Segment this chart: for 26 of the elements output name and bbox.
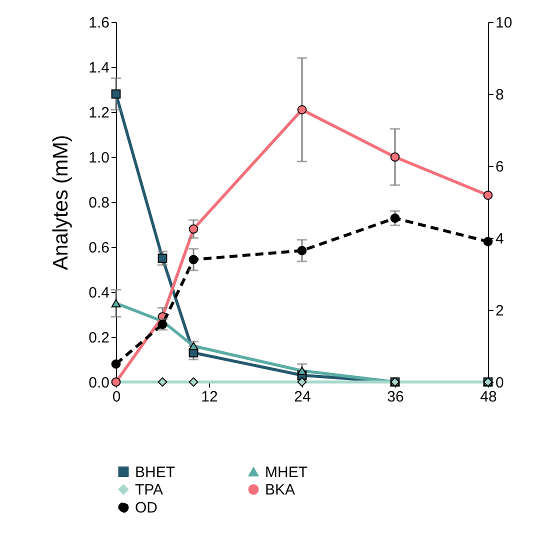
y-tick-label: 0.4 [88,284,110,302]
y2-tick-label: 10 [496,14,512,32]
y2-tick-label: 2 [496,302,504,320]
x-tick-label: 12 [201,388,218,406]
y-tick-label: 0.8 [88,194,110,212]
x-tick-label: 36 [387,388,404,406]
x-tick-label: 48 [480,388,497,406]
y2-tick-label: 6 [496,158,504,176]
y-tick-label: 1.0 [88,150,110,166]
y-tick-label: 0.6 [88,240,110,256]
legend-label: TPA [135,482,164,498]
legend-label: BKA [265,482,296,498]
legend-label: BHET [135,464,176,481]
y-tick-label: 1.6 [88,14,110,32]
y-tick-label: 1.4 [88,60,110,76]
y-tick-label: 0.2 [88,330,110,346]
y2-tick-label: 4 [496,230,504,248]
legend-label: MHET [265,464,308,481]
y-tick-label: 1.2 [88,104,110,122]
legend-label: OD [135,500,158,516]
x-tick-label: 24 [294,388,311,406]
x-tick-label: 0 [112,388,121,406]
y2-tick-label: 8 [496,86,504,104]
y2-tick-label: 0 [496,374,504,392]
y-axis-title: Analytes (mM) [50,134,72,270]
y-tick-label: 0.0 [88,374,110,392]
